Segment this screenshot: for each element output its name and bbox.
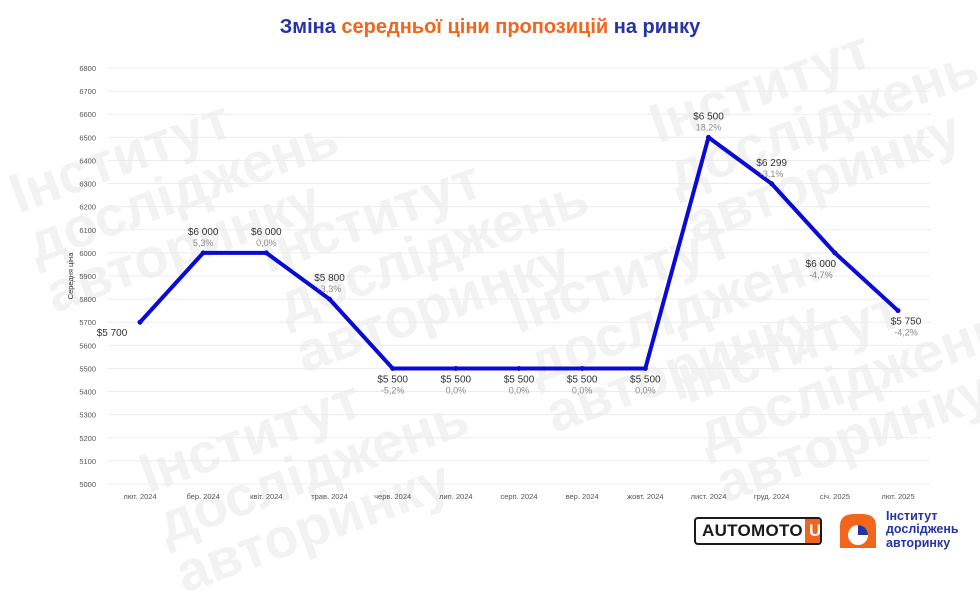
y-tick-label: 6800 [79,64,96,73]
change-label: 0,0% [509,385,530,395]
x-tick-label: бер. 2024 [186,492,219,501]
institute-line-2: досліджень [886,522,959,537]
x-tick-label: січ. 2025 [820,492,850,501]
change-label: -4,2% [894,328,918,338]
title-part-3: на ринку [613,16,701,38]
title-part-1: Зміна [279,16,336,38]
change-label: 0,0% [572,385,593,395]
title-part-2: середньої ціни пропозицій [341,16,609,38]
value-label: $5 500 [441,374,472,385]
institute-line-3: авторинку [886,535,951,550]
x-tick-label: лют. 2024 [123,492,156,501]
y-axis-label: Середня ціна [66,252,75,300]
value-label: $5 500 [504,374,535,385]
data-point [453,365,459,371]
y-tick-label: 5100 [79,457,96,466]
x-tick-label: лют. 2025 [881,492,914,501]
change-label: -3,3% [318,284,342,294]
y-tick-label: 6600 [79,110,96,119]
y-tick-label: 6500 [79,133,96,142]
change-label: 18,2% [696,122,722,132]
data-point [137,319,143,325]
institute-logo: Інститут досліджень авторинку [836,504,976,556]
change-label: 0,0% [256,238,277,248]
data-point [706,134,711,140]
data-point [263,250,269,256]
y-tick-label: 6000 [79,249,96,258]
change-label: 0,0% [446,385,467,395]
y-tick-label: 6100 [79,226,96,235]
change-label: 0,0% [635,385,656,395]
y-tick-label: 6300 [79,180,96,189]
y-tick-label: 5300 [79,411,96,420]
value-label: $5 800 [314,273,345,284]
y-tick-label: 5400 [79,388,96,397]
data-point [642,365,648,371]
y-tick-label: 5800 [79,295,96,304]
value-label: $5 500 [630,374,661,385]
x-tick-label: лист. 2024 [691,492,727,501]
change-label: -5,2% [381,385,405,395]
y-tick-label: 5700 [79,318,96,327]
change-label: 5,3% [193,238,214,248]
y-tick-label: 6700 [79,87,96,96]
change-label: -4,7% [809,270,833,280]
y-tick-label: 5500 [79,364,96,373]
value-label: $6 299 [756,158,787,169]
automoto-text: AUTOMOTO [702,521,803,540]
value-label: $6 000 [806,259,837,270]
x-tick-label: квіт. 2024 [250,492,282,501]
data-point [200,250,206,256]
value-label: $5 500 [567,374,598,385]
value-label: $6 500 [693,111,724,122]
data-point [516,365,522,371]
y-tick-label: 6400 [79,156,96,165]
y-tick-label: 5900 [79,272,96,281]
automoto-logo: AUTOMOTO UA [694,517,822,545]
data-point [327,296,332,302]
value-label: $5 750 [891,317,922,328]
data-point [769,181,775,187]
data-point [895,308,901,314]
data-point [579,365,585,371]
x-tick-label: серп. 2024 [500,492,537,501]
y-tick-label: 6200 [79,203,96,212]
x-tick-label: трав. 2024 [311,492,348,501]
change-label: -3,1% [760,169,784,179]
x-tick-label: вер. 2024 [566,492,599,501]
chart-title: Зміна середньої ціни пропозицій на ринку [0,16,980,39]
automoto-ua: UA [804,519,820,543]
y-tick-label: 5600 [79,341,96,350]
institute-mark-icon [836,508,880,552]
line-chart: 5000 5100 5200 5300 5400 5500 5600 5700 5800 5900… [66,64,930,501]
data-point [832,250,838,256]
value-label: $6 000 [251,227,282,238]
value-label: $5 500 [377,374,408,385]
y-tick-label: 5200 [79,434,96,443]
data-point [390,365,396,371]
x-tick-label: груд. 2024 [754,492,790,501]
value-label: $5 700 [97,328,128,339]
x-tick-label: лип. 2024 [439,492,472,501]
value-label: $6 000 [188,227,219,238]
x-tick-label: черв. 2024 [374,492,411,501]
y-tick-label: 5000 [79,480,96,489]
institute-line-1: Інститут [886,508,938,523]
x-tick-label: жовт. 2024 [627,492,663,501]
